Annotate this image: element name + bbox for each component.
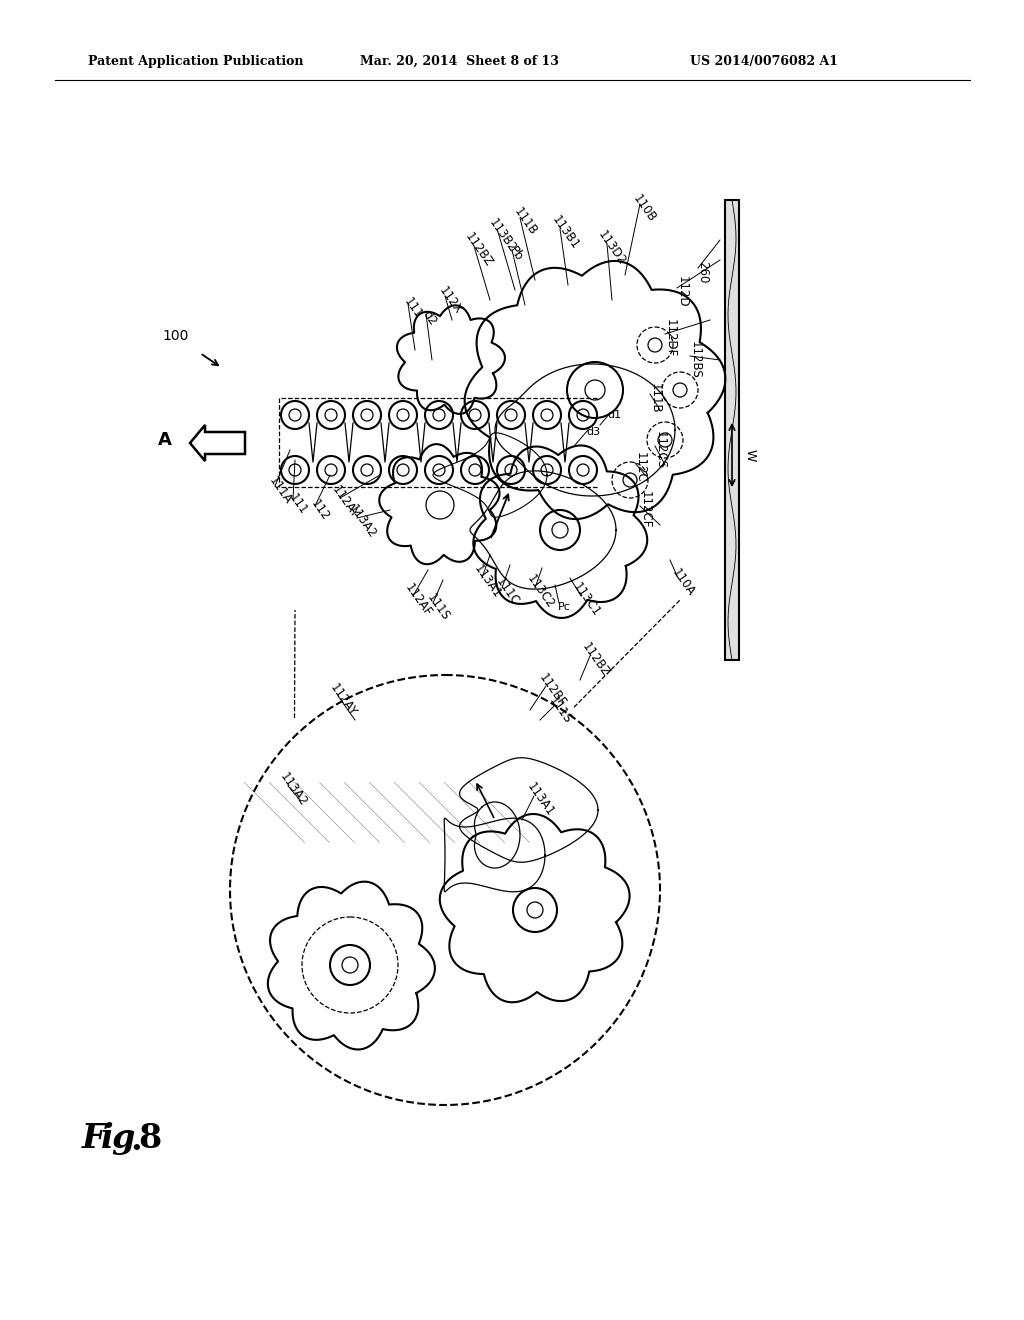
Text: 113B2: 113B2 [485,216,518,255]
Text: 111C: 111C [493,576,521,609]
Text: 112CF: 112CF [639,491,651,529]
Polygon shape [190,425,245,461]
Text: 8: 8 [138,1122,161,1155]
Text: 113A2: 113A2 [346,503,378,541]
Text: 112BF: 112BF [536,671,568,709]
Text: d1: d1 [607,411,622,420]
Text: 260: 260 [696,261,710,284]
Text: 111A: 111A [266,474,294,507]
Text: 112BZ: 112BZ [580,640,612,680]
Text: 113C1: 113C1 [569,581,602,619]
Text: Mar. 20, 2014  Sheet 8 of 13: Mar. 20, 2014 Sheet 8 of 13 [360,55,559,69]
Text: 112CS: 112CS [653,430,667,469]
Text: 111B: 111B [648,383,662,413]
Text: 113C2: 113C2 [523,573,556,611]
Text: 100: 100 [162,329,188,343]
Text: 110A: 110A [669,566,697,598]
Text: 113A1: 113A1 [524,780,556,820]
Text: d3: d3 [586,426,600,437]
Text: 112: 112 [308,498,332,523]
Text: i: i [101,1122,114,1155]
Text: 113A1: 113A1 [471,562,503,601]
Text: 112DF: 112DF [664,319,677,358]
Text: 112AY: 112AY [327,681,358,719]
Text: 112BZ: 112BZ [463,231,496,269]
Text: .: . [130,1125,141,1158]
Text: d2: d2 [421,308,439,327]
Text: g: g [111,1122,134,1155]
Text: W: W [743,449,757,461]
Text: 112C: 112C [634,451,646,482]
Text: 111B: 111B [511,206,539,239]
Text: Pb: Pb [507,244,525,264]
Text: 113B1: 113B1 [549,214,582,252]
Text: 113D2: 113D2 [596,228,629,268]
Bar [725,201,739,660]
Text: US 2014/0076082 A1: US 2014/0076082 A1 [690,55,838,69]
Text: F: F [82,1122,105,1155]
Text: 111S: 111S [546,694,573,726]
Text: 110B: 110B [630,191,658,224]
Text: 112D: 112D [676,276,688,308]
Text: 111: 111 [401,296,425,321]
Text: 111: 111 [287,491,310,517]
Text: 112BS: 112BS [688,341,701,379]
Text: Pc: Pc [557,602,570,612]
Text: 112X: 112X [436,284,464,317]
Text: 112AF: 112AF [402,581,434,619]
Text: 111S: 111S [424,591,452,623]
Text: 113A2: 113A2 [276,771,309,809]
Text: 112AY: 112AY [329,483,360,521]
Text: A: A [158,432,172,449]
Text: Patent Application Publication: Patent Application Publication [88,55,303,69]
